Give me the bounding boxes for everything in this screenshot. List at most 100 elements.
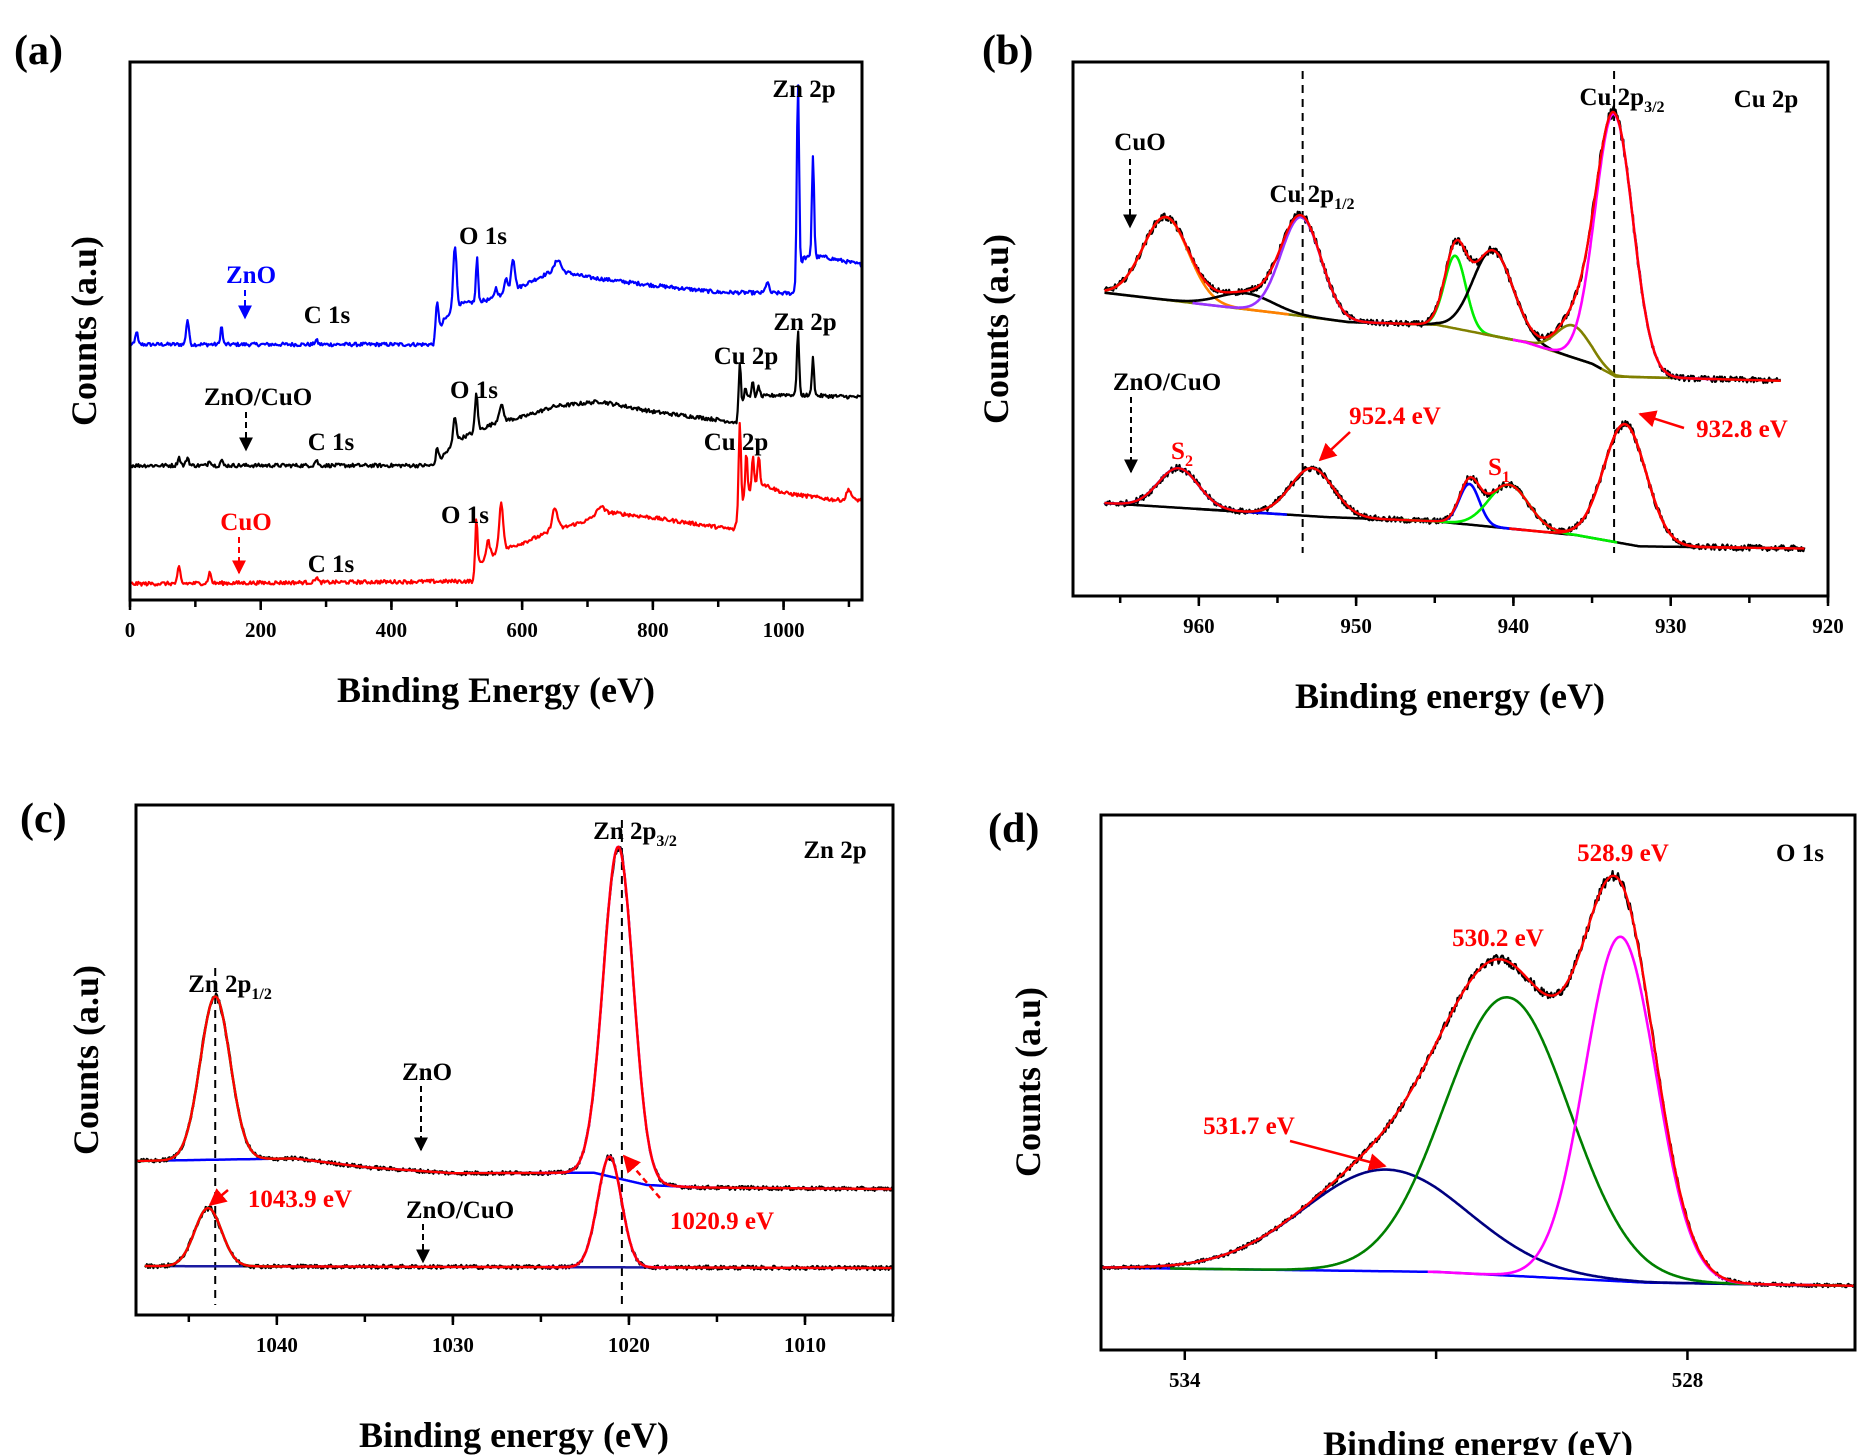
annotation: C 1s [308, 551, 355, 578]
plot-area: 534 528 [1099, 813, 1857, 1392]
annotation: 1043.9 eV [248, 1186, 352, 1213]
raw-data-line [135, 845, 894, 1192]
annotation: Zn 2p [772, 76, 835, 103]
annotation: O 1s [450, 377, 498, 404]
annotation: C 1s [304, 302, 351, 329]
annotation: Cu 2p3/2 [1579, 84, 1664, 116]
panel-label: (a) [14, 28, 63, 74]
annotation: O 1s [441, 502, 489, 529]
x-tick-label: 940 [1498, 614, 1530, 638]
annotation: ZnO/CuO [1113, 369, 1221, 396]
x-tick-label: 930 [1655, 614, 1687, 638]
y-axis-label: Counts (a.u) [64, 236, 104, 426]
x-tick-label: 1000 [763, 618, 805, 642]
y-axis-label: Counts (a.u) [1008, 987, 1048, 1177]
x-axis-label: Binding energy (eV) [359, 1415, 669, 1455]
x-tick-label: 600 [506, 618, 538, 642]
x-tick-label: 0 [125, 618, 136, 642]
fit-component-line [1192, 215, 1410, 326]
x-tick-label: 950 [1340, 614, 1372, 638]
annotation: 952.4 eV [1349, 403, 1441, 430]
fit-envelope-line [1101, 874, 1855, 1287]
fit-component-line [537, 845, 700, 1189]
panel-label: (d) [988, 806, 1039, 852]
spectrum-line-cuo [129, 421, 864, 587]
plot-frame [1071, 60, 1830, 598]
arrow [1638, 410, 1685, 430]
x-tick-label: 534 [1169, 1368, 1201, 1392]
x-tick-label: 1030 [432, 1333, 474, 1357]
panel-b: (b) 960 950 940 930 920 Counts (a.u) Binding… [976, 28, 1844, 716]
fit-envelope-line [1104, 110, 1781, 382]
fit-component-line [1104, 291, 1391, 325]
spectrum-line-zno [129, 84, 863, 348]
spectrum-zno [135, 845, 894, 1192]
raw-data-line [1103, 105, 1782, 385]
annotation: Zn 2p [773, 309, 836, 336]
x-axis: 534 528 [1169, 1350, 1703, 1392]
spectrum-line-zno-cuo [129, 330, 863, 469]
annotation: CuO [1114, 129, 1165, 156]
spectrum-zno-cuo [1103, 420, 1806, 553]
annotation: Cu 2p1/2 [1269, 181, 1354, 213]
annotation: 932.8 eV [1696, 416, 1788, 443]
arrow [1289, 1139, 1387, 1171]
x-tick-label: 528 [1672, 1368, 1704, 1392]
fit-component-line [1196, 466, 1428, 523]
annotation: C 1s [308, 429, 355, 456]
x-axis: 0 200 400 600 800 1000 [125, 600, 851, 642]
plot-frame [134, 803, 895, 1317]
annotation: Zn 2p1/2 [188, 971, 272, 1003]
spectrum-zno-cuo [144, 1154, 894, 1272]
x-axis: 960 950 940 930 920 [1118, 596, 1844, 638]
plot-frame [128, 60, 864, 602]
x-axis: 1040 1030 1020 1010 [187, 1315, 895, 1357]
spectrum-o-1s [1100, 870, 1855, 1289]
baseline-line [1104, 291, 1781, 383]
annotation: 1020.9 eV [670, 1208, 774, 1235]
annotation: Cu 2p [714, 343, 779, 370]
panel-d: (d) 534 528 Counts (a.u) Binding energy (… [988, 806, 1857, 1455]
x-tick-label: 200 [245, 618, 277, 642]
arrow [1318, 431, 1351, 462]
annotation: ZnO [226, 262, 276, 289]
annotation: Cu 2p [704, 429, 769, 456]
x-tick-label: 1040 [256, 1333, 298, 1357]
fit-component-line [1170, 996, 1845, 1287]
annotation: S2 [1171, 438, 1193, 470]
annotation: ZnO/CuO [204, 384, 312, 411]
x-axis-label: Binding energy (eV) [1295, 676, 1605, 716]
y-axis-label: Counts (a.u) [976, 234, 1016, 424]
annotation: 530.2 eV [1452, 925, 1544, 952]
annotation: CuO [220, 509, 271, 536]
spectrum-cuo [1103, 105, 1782, 385]
fit-envelope-line [136, 845, 893, 1191]
panel-a: (a) 0 200 400 600 800 1000 Counts (a.u) Bindi… [14, 28, 864, 710]
x-tick-label: 1020 [608, 1333, 650, 1357]
plot-area: 0 200 400 600 800 1000 [125, 60, 864, 642]
fit-envelope-line [1104, 422, 1805, 550]
annotation: Cu 2p [1734, 86, 1799, 113]
annotation: 528.9 eV [1577, 840, 1669, 867]
fit-component-line [1400, 483, 1618, 544]
annotation: S1 [1488, 454, 1510, 486]
x-axis-label: Binding Energy (eV) [337, 670, 655, 710]
annotation: Zn 2p [803, 837, 866, 864]
x-axis-label: Binding energy (eV) [1323, 1424, 1633, 1455]
x-tick-label: 1010 [784, 1333, 826, 1357]
annotation: Zn 2p3/2 [593, 818, 677, 850]
x-tick-label: 400 [376, 618, 408, 642]
annotation: 531.7 eV [1203, 1113, 1295, 1140]
fit-component-line [144, 1206, 282, 1268]
plot-area: 960 950 940 930 920 [1071, 60, 1844, 638]
x-tick-label: 800 [637, 618, 669, 642]
plot-frame [1099, 813, 1857, 1352]
x-tick-label: 960 [1183, 614, 1215, 638]
panel-label: (b) [982, 28, 1033, 74]
arrow [208, 1188, 229, 1207]
plot-area: 1040 1030 1020 1010 [134, 803, 895, 1357]
annotation: ZnO/CuO [406, 1197, 514, 1224]
annotation: O 1s [459, 223, 507, 250]
fit-envelope-line [144, 1155, 893, 1270]
